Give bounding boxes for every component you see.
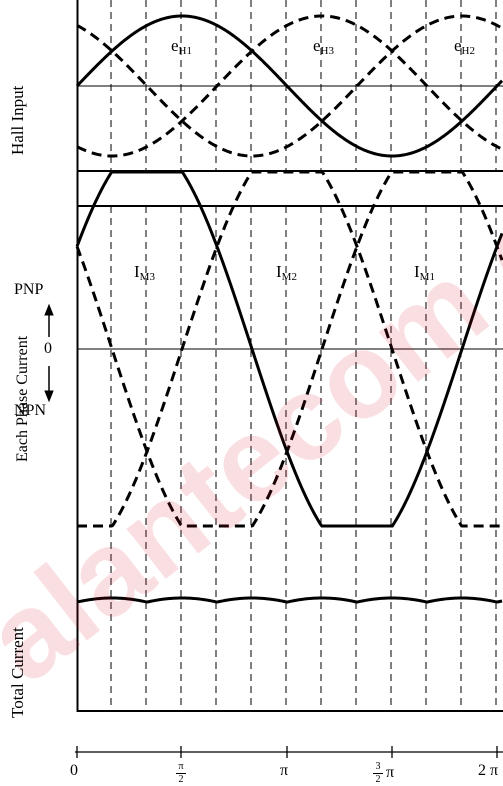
curve-label-eh1: eH1 bbox=[171, 36, 192, 57]
waveforms bbox=[75, 14, 503, 604]
x-tick-label-2pi: 2 π bbox=[478, 762, 499, 779]
curve-label-im3-base: I bbox=[134, 262, 140, 281]
curve-label-im3-sub: M3 bbox=[139, 271, 155, 283]
x-axis bbox=[75, 746, 503, 758]
curve-label-im1: IM1 bbox=[414, 262, 435, 283]
curve-label-eh1-base: e bbox=[171, 36, 179, 55]
curve-label-im2: IM2 bbox=[276, 262, 297, 283]
x-tick-label-3half-bar bbox=[373, 773, 383, 774]
phase-current-label: Each Phase Current bbox=[14, 335, 31, 462]
curve-label-im3: IM3 bbox=[134, 262, 155, 283]
hall-input-label: Hall Input bbox=[8, 85, 27, 155]
x-tick-label-half-pi: π 2 bbox=[174, 762, 188, 785]
x-tick-label-3half-frac: 3 2 bbox=[372, 762, 384, 785]
curve-label-im2-base: I bbox=[276, 262, 282, 281]
waveform-im1 bbox=[75, 170, 503, 528]
waveform-eh3 bbox=[76, 14, 503, 158]
waveform-total bbox=[76, 596, 503, 604]
pnp-label: PNP bbox=[14, 281, 44, 298]
x-tick-label-3half-den: 2 bbox=[375, 774, 381, 785]
curve-label-eh2-sub: H2 bbox=[461, 45, 475, 57]
curve-label-eh3: eH3 bbox=[313, 36, 334, 57]
waveform-eh2 bbox=[76, 14, 503, 158]
curve-label-eh2: eH2 bbox=[454, 36, 475, 57]
curve-label-im1-sub: M1 bbox=[419, 271, 435, 283]
total-current-label: Total Current bbox=[8, 627, 27, 718]
x-tick-label-half-pi-den: 2 bbox=[178, 774, 184, 785]
npn-label: NPN bbox=[14, 402, 47, 419]
curve-label-eh3-sub: H3 bbox=[320, 45, 334, 57]
curve-label-im1-base: I bbox=[414, 262, 420, 281]
x-tick-label-half-pi-bar bbox=[176, 773, 186, 774]
curve-label-im2-sub: M2 bbox=[281, 271, 297, 283]
curve-label-eh2-base: e bbox=[454, 36, 462, 55]
npn-arrow-head bbox=[44, 390, 54, 403]
x-tick-label-0: 0 bbox=[70, 762, 78, 779]
curve-label-eh3-base: e bbox=[313, 36, 321, 55]
zero-label: 0 bbox=[44, 340, 52, 357]
x-tick-label-pi: π bbox=[280, 762, 289, 779]
x-tick-label-3half-pi-sym: π bbox=[386, 764, 395, 781]
waveform-eh1 bbox=[75, 14, 503, 158]
direction-arrows bbox=[44, 303, 54, 403]
x-tick-label-3half-num: 3 bbox=[375, 761, 381, 772]
waveform-im2 bbox=[77, 170, 503, 528]
x-tick-label-half-pi-num: π bbox=[178, 761, 184, 772]
waveform-im3 bbox=[75, 170, 503, 528]
curve-label-eh1-sub: H1 bbox=[178, 45, 192, 57]
pnp-arrow-head bbox=[44, 303, 54, 316]
